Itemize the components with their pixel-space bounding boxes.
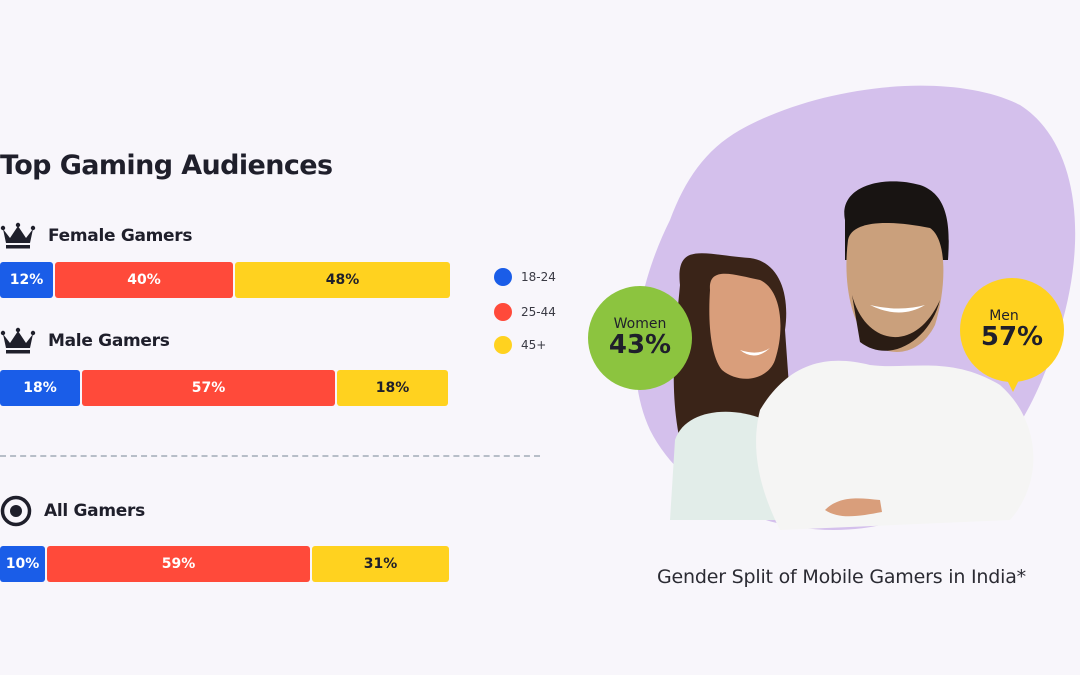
bar-male-25-44: 57% <box>82 370 335 406</box>
group-label-male: Male Gamers <box>48 331 170 351</box>
men-bubble-circle: Men 57% <box>960 278 1064 382</box>
legend-label: 18-24 <box>521 270 556 284</box>
target-icon <box>0 495 32 527</box>
bar-stack-all: 10% 59% 31% <box>0 546 450 582</box>
group-label-all: All Gamers <box>44 501 145 521</box>
crown-icon <box>0 222 36 249</box>
couple-photo <box>635 85 1076 530</box>
legend-item: 18-24 <box>494 268 556 286</box>
woman-top <box>670 411 780 520</box>
data-label: 57% <box>191 380 226 396</box>
bar-stack-male: 18% 57% 18% <box>0 370 450 406</box>
legend-label: 25-44 <box>521 305 556 319</box>
man-tshirt <box>756 360 1034 530</box>
man-beard <box>852 295 940 351</box>
chart-title: Top Gaming Audiences <box>0 150 333 181</box>
bar-stack-female: 12% 40% 48% <box>0 262 450 298</box>
women-share-bubble: Women 43% <box>588 286 692 390</box>
legend-swatch <box>494 336 512 354</box>
data-label: 40% <box>127 272 161 288</box>
bar-female-45plus: 48% <box>235 262 450 298</box>
woman-smile <box>740 348 770 356</box>
data-label: 18% <box>375 380 410 396</box>
group-header-male: Male Gamers <box>0 327 170 355</box>
bar-female-18-24: 12% <box>0 262 53 298</box>
man-face <box>846 223 944 352</box>
bar-female-25-44: 40% <box>55 262 233 298</box>
group-header-all: All Gamers <box>0 495 145 527</box>
bar-all-18-24: 10% <box>0 546 45 582</box>
data-label: 10% <box>5 556 40 572</box>
gender-split-caption: Gender Split of Mobile Gamers in India* <box>657 566 1026 588</box>
group-header-female: Female Gamers <box>0 222 192 250</box>
group-label-female: Female Gamers <box>48 226 193 246</box>
legend-label: 45+ <box>521 338 547 352</box>
dashed-divider <box>0 455 540 457</box>
legend-swatch <box>494 268 512 286</box>
data-label: 48% <box>325 272 360 288</box>
crown-icon <box>0 327 36 354</box>
data-label: 59% <box>161 556 196 572</box>
man-smile <box>870 305 925 313</box>
bar-male-45plus: 18% <box>337 370 448 406</box>
bar-all-45plus: 31% <box>312 546 449 582</box>
women-label: Women <box>613 315 667 332</box>
data-label: 12% <box>9 272 44 288</box>
bar-all-25-44: 59% <box>47 546 310 582</box>
women-value: 43% <box>608 329 672 360</box>
men-value: 57% <box>980 321 1044 352</box>
bar-male-18-24: 18% <box>0 370 80 406</box>
legend-item: 45+ <box>494 336 546 354</box>
woman-face <box>709 273 781 379</box>
data-label: 18% <box>23 380 57 396</box>
legend-item: 25-44 <box>494 303 556 321</box>
woman-hand <box>825 498 882 517</box>
men-bubble-tail <box>1004 374 1022 392</box>
men-share-bubble: Men 57% <box>960 278 1065 398</box>
data-label: 31% <box>363 556 398 572</box>
legend-swatch <box>494 303 512 321</box>
men-label: Men <box>989 307 1019 324</box>
